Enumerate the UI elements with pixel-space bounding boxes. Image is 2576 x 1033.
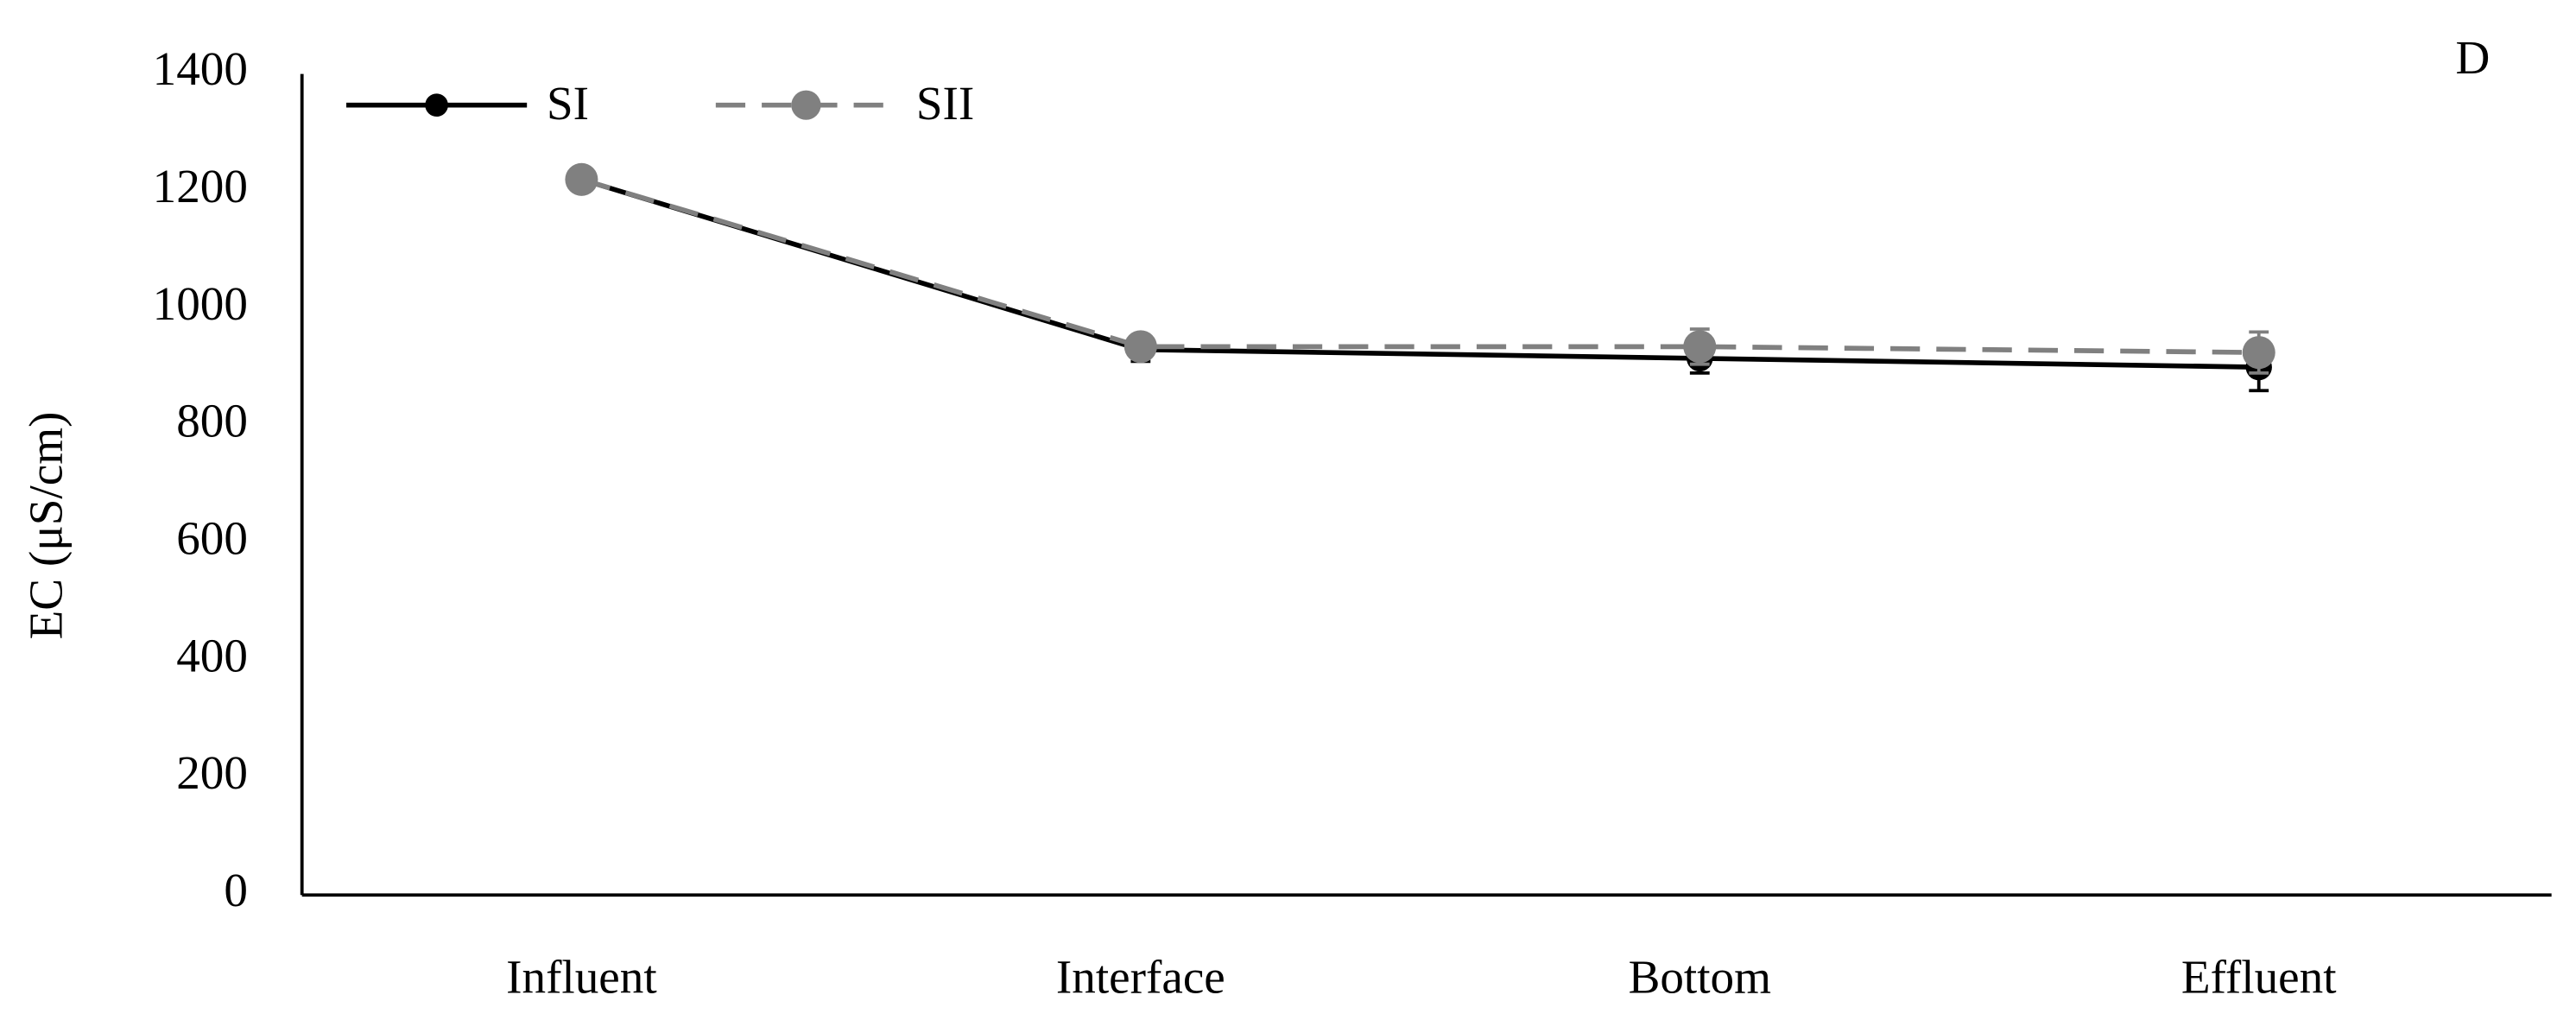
legend-marker xyxy=(791,90,821,120)
x-tick-label: Interface xyxy=(1056,951,1225,1004)
legend-label: SII xyxy=(916,77,974,130)
panel-label: D xyxy=(2455,31,2490,84)
point xyxy=(1123,330,1157,364)
y-tick-label: 1000 xyxy=(153,277,248,330)
y-tick-label: 1400 xyxy=(153,42,248,95)
legend-marker xyxy=(425,93,448,117)
point xyxy=(1683,330,1717,364)
y-axis-label: EC (μS/cm) xyxy=(19,412,72,640)
y-tick-label: 600 xyxy=(176,511,248,564)
x-tick-label: Influent xyxy=(506,951,657,1004)
x-tick-label: Bottom xyxy=(1629,951,1772,1004)
series-line xyxy=(580,177,2259,355)
x-tick-label: Effluent xyxy=(2181,951,2337,1004)
series-line xyxy=(580,177,2259,370)
point xyxy=(2242,336,2275,370)
point xyxy=(565,162,598,196)
y-tick-label: 1200 xyxy=(153,160,248,212)
y-tick-label: 800 xyxy=(176,395,248,447)
legend-label: SI xyxy=(547,77,589,130)
y-tick-label: 0 xyxy=(224,864,248,916)
y-tick-label: 200 xyxy=(176,746,248,799)
y-tick-label: 400 xyxy=(176,629,248,681)
